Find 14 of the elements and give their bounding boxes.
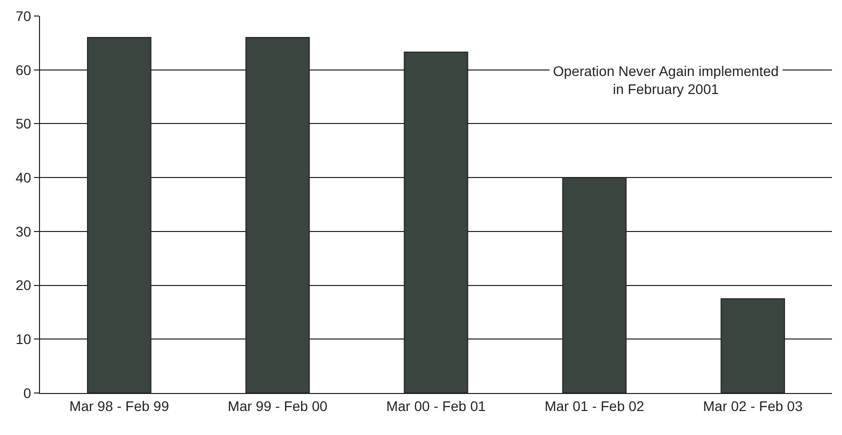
y-tick-label: 20 [16,277,32,294]
y-tick-label: 30 [16,223,32,240]
y-tick-label: 10 [16,331,32,348]
x-tick-label: Mar 98 - Feb 99 [69,398,170,414]
y-tick-label: 70 [16,8,32,24]
annotation: Operation Never Again implemented in February 2001 [553,63,779,98]
y-tick-label: 50 [16,116,32,132]
x-tick-label: Mar 00 - Feb 01 [386,398,486,414]
y-tick-label: 40 [16,169,32,186]
x-tick-label: Mar 02 - Feb 03 [702,398,803,414]
x-tick-label: Mar 01 - Feb 02 [544,398,644,414]
x-tick-label: Mar 99 - Feb 00 [228,398,328,414]
y-tick-label: 0 [23,384,32,401]
y-tick-label: 60 [16,62,32,78]
